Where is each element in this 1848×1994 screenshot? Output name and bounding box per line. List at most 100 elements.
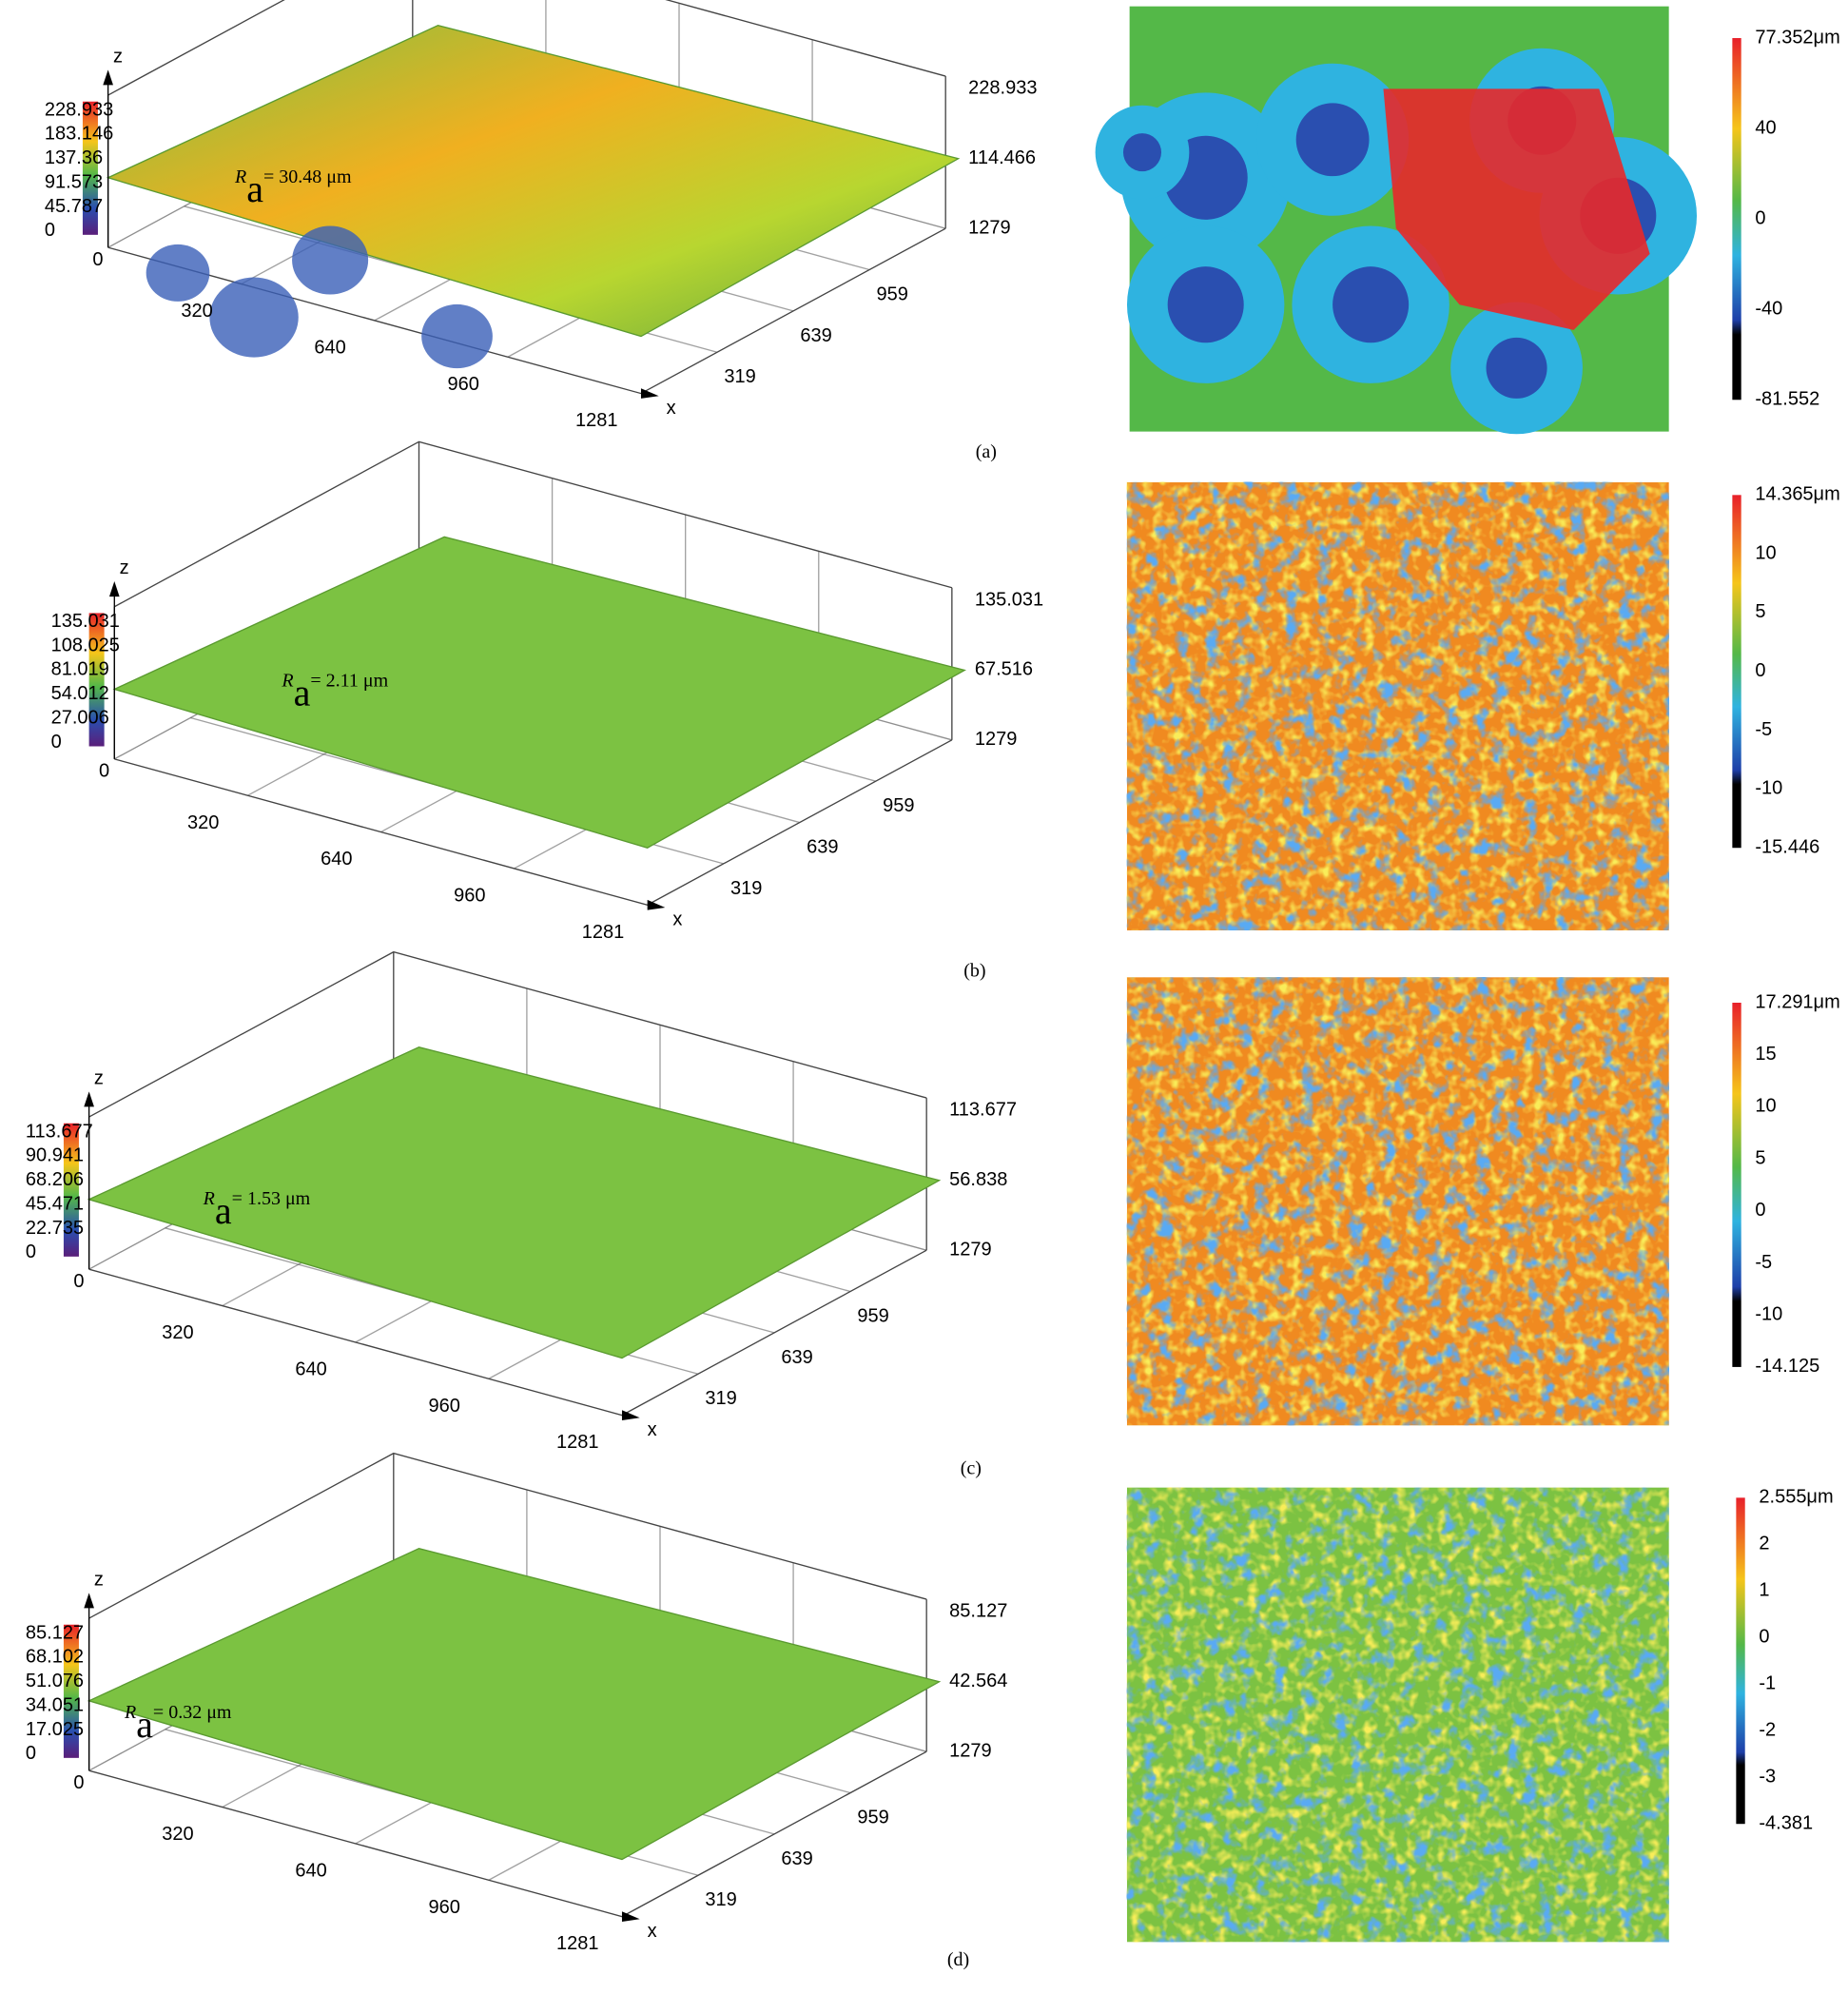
x-arrow xyxy=(621,1410,640,1420)
z-scale-label: 68.206 xyxy=(26,1169,84,1190)
right-axis-label: 1279 xyxy=(949,1740,991,1761)
x-axis-label: 1281 xyxy=(575,410,617,431)
x-axis-label: 320 xyxy=(181,301,212,322)
heatmap-noise xyxy=(1126,1487,1669,1943)
z-scale-label: 0 xyxy=(45,220,55,241)
ra-symbol: R xyxy=(234,166,246,186)
heatmap-noise xyxy=(1126,481,1669,930)
x-axis-label: 960 xyxy=(428,1897,459,1918)
colorbar-label: 77.352μm xyxy=(1755,27,1839,48)
right-axis-label: 113.677 xyxy=(949,1100,1017,1121)
colorbar-label: -40 xyxy=(1755,298,1782,319)
colorbar-label: 14.365μm xyxy=(1755,484,1839,505)
heatmap-peak xyxy=(1383,88,1650,330)
colorbar-label: -4.381 xyxy=(1759,1813,1813,1834)
z-scale-label: 228.933 xyxy=(45,99,113,120)
ra-value: = 1.53 μm xyxy=(232,1187,311,1208)
y-axis-label: 319 xyxy=(724,366,755,387)
right-axis-label: 228.933 xyxy=(968,78,1037,99)
z-scale-label: 22.735 xyxy=(26,1218,84,1239)
x-axis-label: 960 xyxy=(428,1396,459,1417)
colorbar-label: 40 xyxy=(1755,117,1776,138)
x-letter: x xyxy=(672,909,682,930)
z-scale-label: 27.006 xyxy=(51,707,109,728)
y-axis-label: 319 xyxy=(730,878,762,899)
colorbar-label: 5 xyxy=(1755,601,1765,622)
heatmap-pit xyxy=(1167,266,1244,343)
x-axis-label: 320 xyxy=(187,812,219,833)
colorbar-label: 0 xyxy=(1755,660,1765,681)
x-arrow xyxy=(647,899,666,910)
surface xyxy=(87,1046,942,1359)
y-axis-label: 959 xyxy=(883,795,914,816)
surface xyxy=(112,536,966,849)
surface-pit xyxy=(292,225,369,295)
x-axis-label: 320 xyxy=(162,1824,193,1845)
x-axis-label: 1281 xyxy=(556,1432,599,1453)
roughness-label: Ra= 0.32 μm xyxy=(124,1702,232,1747)
right-axis-label: 56.838 xyxy=(949,1169,1007,1190)
right-axis-label: 1279 xyxy=(949,1239,991,1260)
panel: z 85.127 68.102 51.076 34.051 17.025 0 0 320 640 9… xyxy=(26,1452,1834,1970)
y-axis-label: 639 xyxy=(800,325,831,346)
z-scale-label: 45.787 xyxy=(45,196,103,217)
z-scale-label: 0 xyxy=(26,1743,36,1764)
colorbar-label: 0 xyxy=(1755,207,1765,228)
z-scale-label: 34.051 xyxy=(26,1694,84,1715)
z-scale-label: 183.146 xyxy=(45,124,113,145)
x-axis-label: 320 xyxy=(162,1322,193,1343)
colorbar-label: 10 xyxy=(1755,542,1776,563)
z-scale-label: 85.127 xyxy=(26,1622,84,1643)
ra-symbol: R xyxy=(124,1702,136,1723)
ra-symbol: R xyxy=(281,670,293,691)
colorbar-label: -1 xyxy=(1759,1673,1776,1694)
colorbar-label: -15.446 xyxy=(1755,837,1819,858)
right-axis-label: 42.564 xyxy=(949,1671,1007,1691)
ra-value: = 0.32 μm xyxy=(153,1702,232,1723)
z-arrow xyxy=(103,69,113,86)
colorbar xyxy=(1732,38,1741,401)
colorbar-label: 15 xyxy=(1755,1044,1776,1065)
box-back xyxy=(107,0,946,96)
colorbar-label: -5 xyxy=(1755,1252,1772,1273)
heatmap-pit xyxy=(1295,103,1370,177)
z-scale-label: 17.025 xyxy=(26,1719,84,1740)
z-arrow xyxy=(84,1091,94,1107)
heatmap-pit xyxy=(1333,266,1410,343)
y-axis-label: 639 xyxy=(807,837,838,858)
right-axis-label: 1279 xyxy=(975,729,1018,750)
x-arrow xyxy=(621,1911,640,1922)
surface-pit xyxy=(421,303,493,369)
colorbar-label: -14.125 xyxy=(1755,1356,1819,1377)
roughness-label: Ra= 30.48 μm xyxy=(234,166,352,210)
colorbar-label: -81.552 xyxy=(1755,389,1819,410)
right-axis-label: 114.466 xyxy=(968,147,1036,168)
z-scale-label: 135.031 xyxy=(51,611,120,632)
x-arrow xyxy=(640,388,659,399)
x-axis-label: 0 xyxy=(73,1772,84,1793)
y-axis-label: 959 xyxy=(857,1807,888,1828)
colorbar xyxy=(1736,1497,1745,1825)
surface-pit xyxy=(146,244,210,302)
right-axis-label: 1279 xyxy=(968,217,1011,238)
z-arrow xyxy=(84,1593,94,1609)
roughness-label: Ra= 2.11 μm xyxy=(281,670,388,714)
y-axis-label: 639 xyxy=(781,1347,812,1368)
right-axis-label: 135.031 xyxy=(975,589,1043,610)
panel: z 135.031 108.025 81.019 54.012 27.006 0 0 320 64… xyxy=(51,440,1840,982)
x-letter: x xyxy=(648,1921,657,1942)
x-axis-label: 1281 xyxy=(556,1933,599,1954)
z-arrow xyxy=(108,581,120,597)
panel-label: (c) xyxy=(961,1458,982,1479)
z-scale-label: 108.025 xyxy=(51,635,120,655)
x-axis-label: 960 xyxy=(454,886,485,907)
colorbar xyxy=(1732,1003,1741,1367)
x-letter: x xyxy=(648,1419,657,1440)
colorbar-label: -3 xyxy=(1759,1767,1776,1788)
ra-subscript: a xyxy=(246,167,263,210)
ra-subscript: a xyxy=(215,1189,232,1232)
z-colorbar xyxy=(82,101,98,235)
y-axis-label: 959 xyxy=(857,1305,888,1326)
y-axis-label: 639 xyxy=(781,1848,812,1869)
